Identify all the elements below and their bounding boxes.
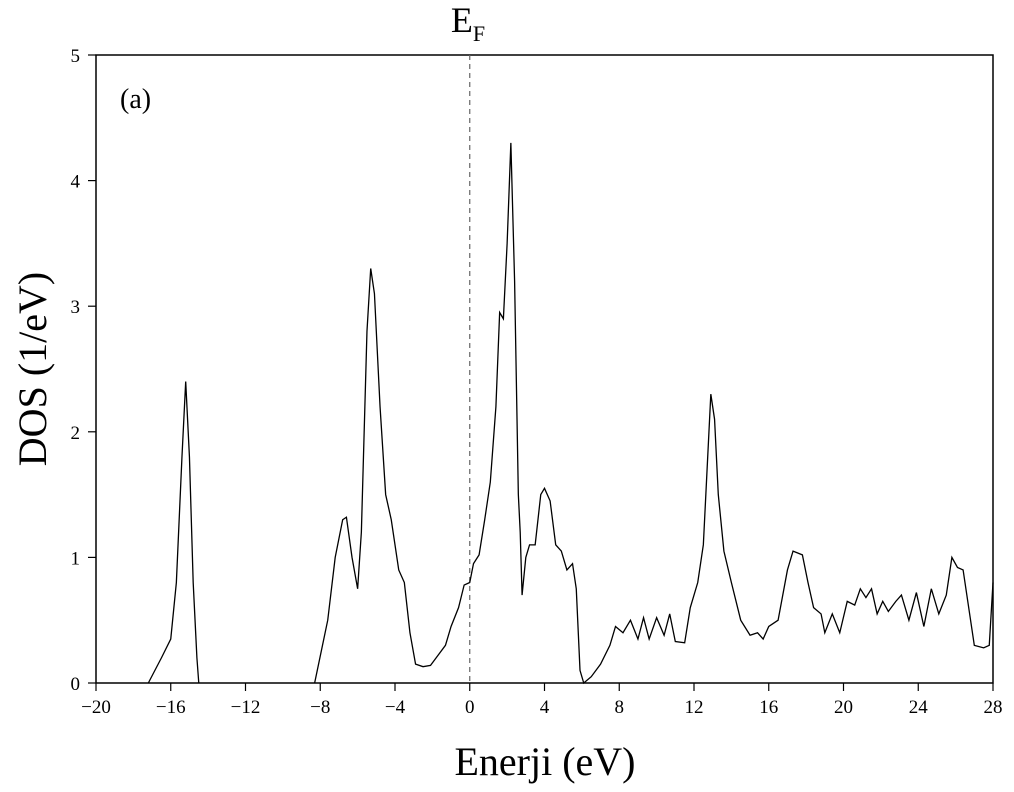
x-tick-label: 16 (759, 697, 778, 718)
y-tick-label: 3 (71, 297, 81, 318)
plot-frame (95, 54, 994, 684)
panel-label: (a) (120, 84, 151, 115)
x-axis-title: Enerji (eV) (454, 739, 635, 784)
fermi-symbol: E (451, 0, 473, 40)
y-tick-label: 4 (71, 172, 81, 193)
dos-line (147, 142, 994, 685)
x-tick-label: −16 (156, 697, 186, 718)
x-tick-label: 20 (834, 697, 853, 718)
x-tick-label: −8 (310, 697, 330, 718)
x-tick-label: 12 (685, 697, 704, 718)
y-tick-label: 1 (71, 548, 81, 569)
fermi-subscript: F (473, 21, 485, 46)
y-tick-label: 0 (71, 674, 81, 695)
y-axis-title: DOS (1/eV) (10, 272, 55, 466)
x-tick-label: 4 (540, 697, 550, 718)
x-tick-label: 28 (984, 697, 1003, 718)
x-tick-label: 8 (615, 697, 625, 718)
y-tick-label: 2 (71, 423, 81, 444)
x-tick-label: 24 (909, 697, 929, 718)
x-tick-label: −12 (231, 697, 261, 718)
x-tick-label: 0 (465, 697, 475, 718)
x-tick-label: −4 (385, 697, 406, 718)
x-tick-label: −20 (81, 697, 111, 718)
fermi-label: EF (451, 0, 485, 46)
y-tick-label: 5 (71, 46, 81, 67)
